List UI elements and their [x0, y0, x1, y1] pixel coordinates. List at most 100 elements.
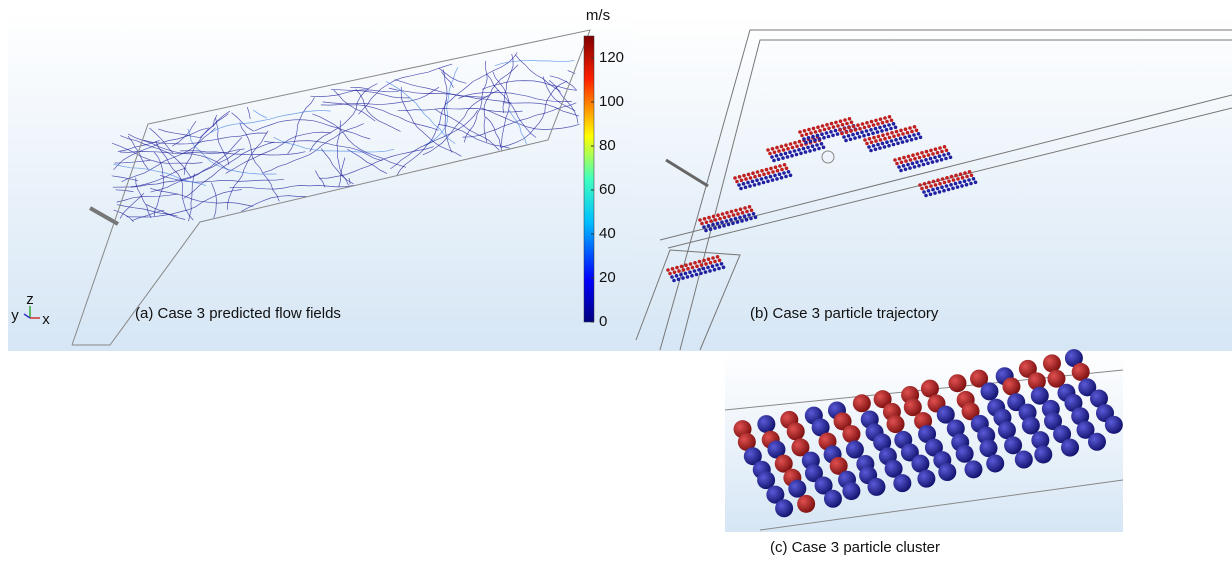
particle [722, 224, 726, 228]
particle [890, 139, 894, 143]
particle [713, 260, 717, 264]
particle [751, 180, 755, 184]
particle [954, 174, 958, 178]
particle [959, 172, 963, 176]
particle [784, 152, 788, 156]
particle [951, 187, 955, 191]
particle [851, 133, 855, 137]
particle [924, 158, 928, 162]
particle [744, 186, 748, 190]
particle [743, 206, 747, 210]
particle [782, 148, 786, 152]
particle [727, 215, 731, 219]
particle [844, 139, 848, 143]
particle [786, 155, 790, 159]
particle [908, 166, 912, 170]
particle [923, 182, 927, 186]
particle [825, 123, 829, 127]
particle [707, 257, 711, 261]
caption: (b) Case 3 particle trajectory [750, 305, 939, 322]
particle [740, 179, 744, 183]
particle [929, 184, 933, 188]
particle [970, 174, 974, 178]
particle [871, 132, 875, 136]
particle [847, 126, 851, 130]
particle [779, 153, 783, 157]
particle [906, 163, 910, 167]
particle [885, 120, 889, 124]
particle [814, 130, 818, 134]
particle [867, 145, 871, 149]
particle [867, 133, 871, 137]
particle [938, 463, 956, 481]
particle [709, 228, 713, 232]
particle [919, 136, 923, 140]
particle [766, 148, 770, 152]
particle [731, 222, 735, 226]
particle [874, 119, 878, 123]
particle [907, 155, 911, 159]
particle [834, 121, 838, 125]
particle [686, 267, 690, 271]
particle [903, 136, 907, 140]
particle [822, 136, 826, 140]
particle [749, 217, 753, 221]
particle [872, 136, 876, 140]
particle [786, 147, 790, 151]
particle [860, 130, 864, 134]
particle [673, 271, 677, 275]
particle [839, 119, 843, 123]
particle [693, 261, 697, 265]
particle [803, 129, 807, 133]
particle [1072, 363, 1090, 381]
particle [727, 223, 731, 227]
particle [1043, 354, 1061, 372]
particle [681, 276, 685, 280]
colorbar-tick-label: 40 [599, 225, 616, 242]
particle [671, 267, 675, 271]
particle [927, 153, 931, 157]
particle [784, 175, 788, 179]
particle [675, 266, 679, 270]
particle [1015, 451, 1033, 469]
particle [904, 127, 908, 131]
caption: (c) Case 3 particle cluster [770, 539, 940, 556]
particle [867, 125, 871, 129]
particle [725, 219, 729, 223]
particle [865, 129, 869, 133]
particle [954, 182, 958, 186]
particle [887, 123, 891, 127]
particle [716, 213, 720, 217]
particle [690, 274, 694, 278]
particle [950, 175, 954, 179]
particle [780, 168, 784, 172]
particle [754, 216, 758, 220]
particle [1105, 416, 1123, 434]
particle [777, 149, 781, 153]
particle [764, 176, 768, 180]
particle [742, 182, 746, 186]
particle [938, 190, 942, 194]
particle [773, 174, 777, 178]
particle [874, 139, 878, 143]
particle [902, 164, 906, 168]
particle [770, 155, 774, 159]
particle [765, 168, 769, 172]
particle [846, 441, 864, 459]
particle [738, 216, 742, 220]
particle [881, 133, 885, 137]
particle [739, 187, 743, 191]
particle [720, 220, 724, 224]
particle [744, 177, 748, 181]
particle [780, 145, 784, 149]
particle [816, 125, 820, 129]
particle [899, 129, 903, 133]
particle [912, 133, 916, 137]
particle [963, 179, 967, 183]
particle [788, 480, 806, 498]
particle [798, 140, 802, 144]
particle [695, 273, 699, 277]
particle [853, 394, 871, 412]
particle [736, 220, 740, 224]
particle [697, 268, 701, 272]
